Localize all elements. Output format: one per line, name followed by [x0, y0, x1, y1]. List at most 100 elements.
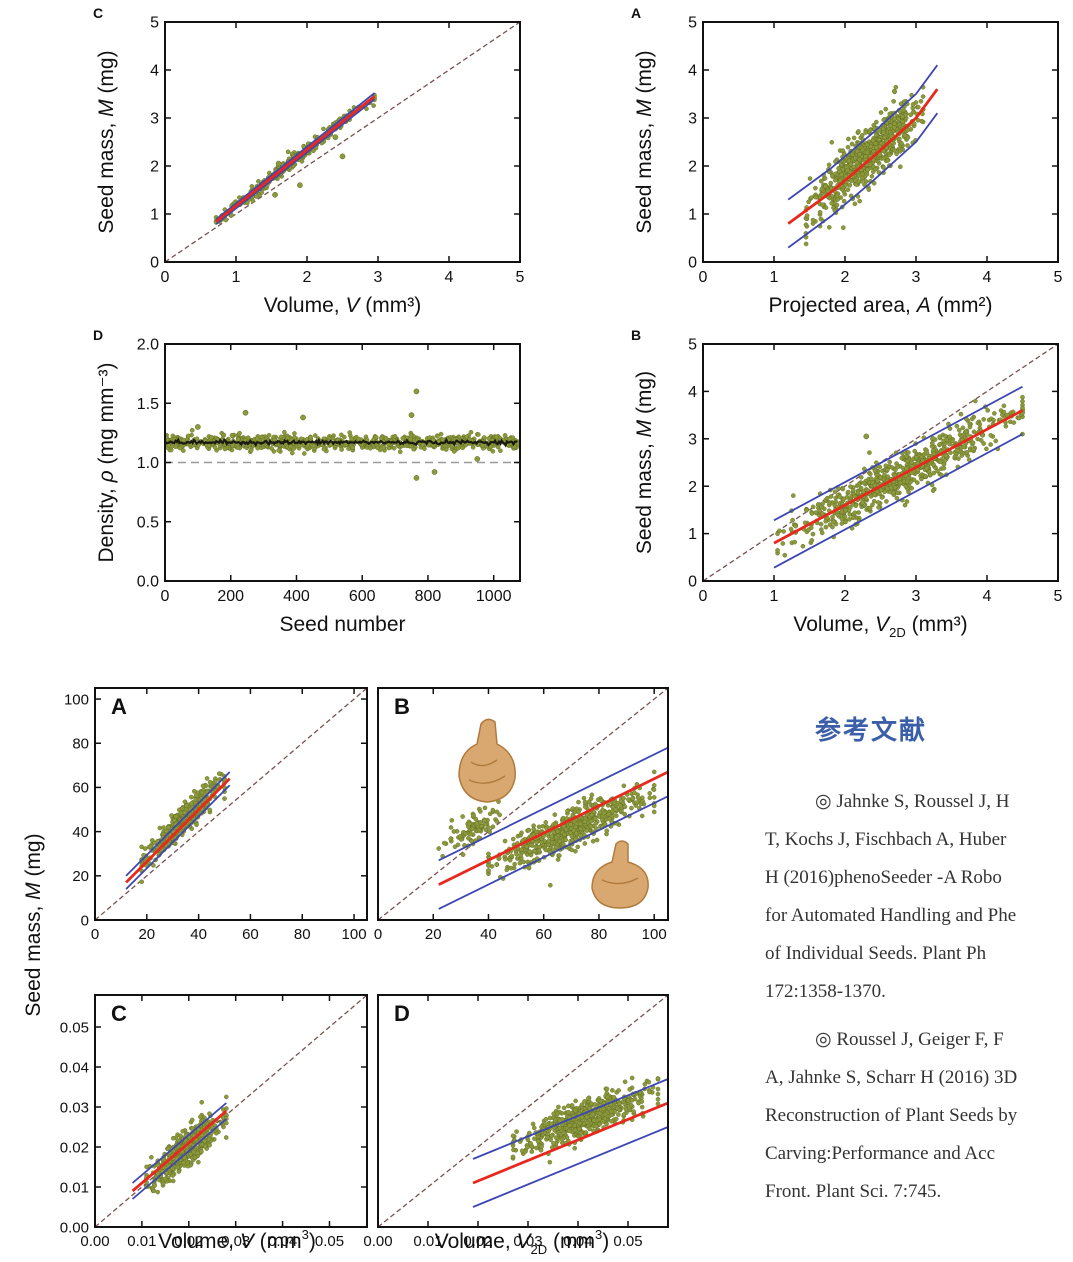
data-point	[846, 136, 851, 142]
data-point	[254, 194, 259, 199]
data-point	[868, 127, 873, 133]
data-point	[818, 521, 824, 527]
data-point	[530, 1121, 536, 1127]
outlier-point	[297, 182, 303, 189]
data-point	[321, 126, 326, 132]
data-point	[626, 1105, 632, 1111]
data-point	[828, 180, 834, 186]
data-point	[781, 529, 786, 534]
data-point	[588, 818, 594, 824]
y-tick-label: 3	[688, 431, 697, 448]
data-point	[199, 790, 205, 795]
data-point	[937, 441, 943, 447]
x-tick-label: 400	[283, 588, 310, 605]
lower-left-x-axis-label: Volume, V (mm3)	[158, 1227, 316, 1253]
data-point	[954, 448, 960, 453]
reference-item-1: ◎ Jahnke S, Roussel J, H T, Kochs J, Fis…	[765, 783, 1073, 1011]
identity-line	[378, 995, 668, 1227]
data-point	[629, 1075, 635, 1081]
x-axis-label: Projected area, A (mm²)	[768, 294, 992, 317]
y-tick-label: 4	[688, 384, 697, 401]
data-point	[891, 490, 896, 496]
data-point	[874, 119, 879, 125]
prediction-band-lower	[787, 112, 939, 249]
data-point	[870, 480, 875, 485]
x-tick-label: 80	[294, 926, 311, 943]
data-point	[551, 1111, 556, 1117]
data-point	[193, 797, 198, 802]
data-point	[629, 805, 634, 811]
data-point	[543, 847, 549, 853]
data-point	[551, 1141, 556, 1146]
data-point	[830, 524, 835, 530]
y-tick-label: 5	[688, 337, 697, 354]
data-point	[312, 433, 318, 438]
panel-label: C	[93, 5, 103, 21]
data-point	[870, 502, 875, 508]
data-point	[510, 1133, 516, 1139]
data-point	[186, 433, 191, 439]
data-point	[848, 161, 854, 167]
data-point	[878, 110, 884, 115]
data-point	[840, 225, 846, 230]
data-point	[915, 117, 921, 123]
outlier-point	[863, 433, 870, 440]
data-point	[651, 809, 657, 815]
data-point	[892, 148, 897, 153]
data-point	[356, 436, 362, 442]
data-point	[927, 472, 933, 478]
data-point	[185, 1163, 191, 1169]
data-point	[856, 157, 862, 162]
data-point	[468, 831, 474, 837]
data-point	[528, 1141, 533, 1146]
data-point	[647, 791, 653, 796]
data-point	[519, 830, 524, 836]
data-point	[519, 1148, 525, 1154]
data-point	[888, 485, 894, 491]
data-point	[613, 1116, 619, 1122]
data-point	[494, 434, 499, 440]
data-point	[546, 838, 552, 844]
data-point	[635, 795, 641, 801]
data-point	[857, 198, 862, 204]
data-point	[905, 127, 910, 133]
data-point	[502, 856, 508, 862]
data-point	[514, 1129, 519, 1134]
data-point	[847, 505, 853, 510]
data-point	[847, 512, 853, 517]
data-point	[642, 1081, 648, 1087]
data-point	[435, 433, 440, 439]
data-point	[839, 172, 844, 177]
data-point	[911, 477, 917, 483]
data-point	[618, 798, 624, 804]
data-point	[557, 853, 562, 858]
data-point	[837, 178, 843, 183]
data-point	[625, 1098, 631, 1103]
x-tick-label: 0.04	[563, 1233, 592, 1250]
data-point	[956, 427, 962, 433]
x-tick-label: 0.03	[513, 1233, 542, 1250]
data-point	[651, 795, 657, 800]
data-point	[910, 102, 916, 107]
prediction-band-lower	[773, 433, 1023, 569]
data-point	[819, 186, 825, 192]
x-tick-label: 0.04	[268, 1233, 297, 1250]
y-tick-label: 100	[64, 691, 89, 708]
data-point	[526, 827, 531, 833]
data-point	[843, 507, 849, 513]
data-point	[529, 1149, 535, 1154]
seed-illustration-top	[458, 718, 516, 803]
data-point	[871, 498, 877, 504]
data-point	[202, 1138, 207, 1144]
data-point	[584, 828, 590, 833]
data-point	[827, 225, 832, 230]
data-point	[578, 833, 583, 838]
data-point	[576, 1126, 582, 1132]
references-title: 参考文献	[815, 716, 928, 746]
x-tick-label: 0.01	[127, 1233, 156, 1250]
data-point	[963, 429, 969, 435]
data-point	[229, 432, 235, 438]
data-point	[605, 1094, 610, 1100]
data-point	[371, 103, 376, 108]
